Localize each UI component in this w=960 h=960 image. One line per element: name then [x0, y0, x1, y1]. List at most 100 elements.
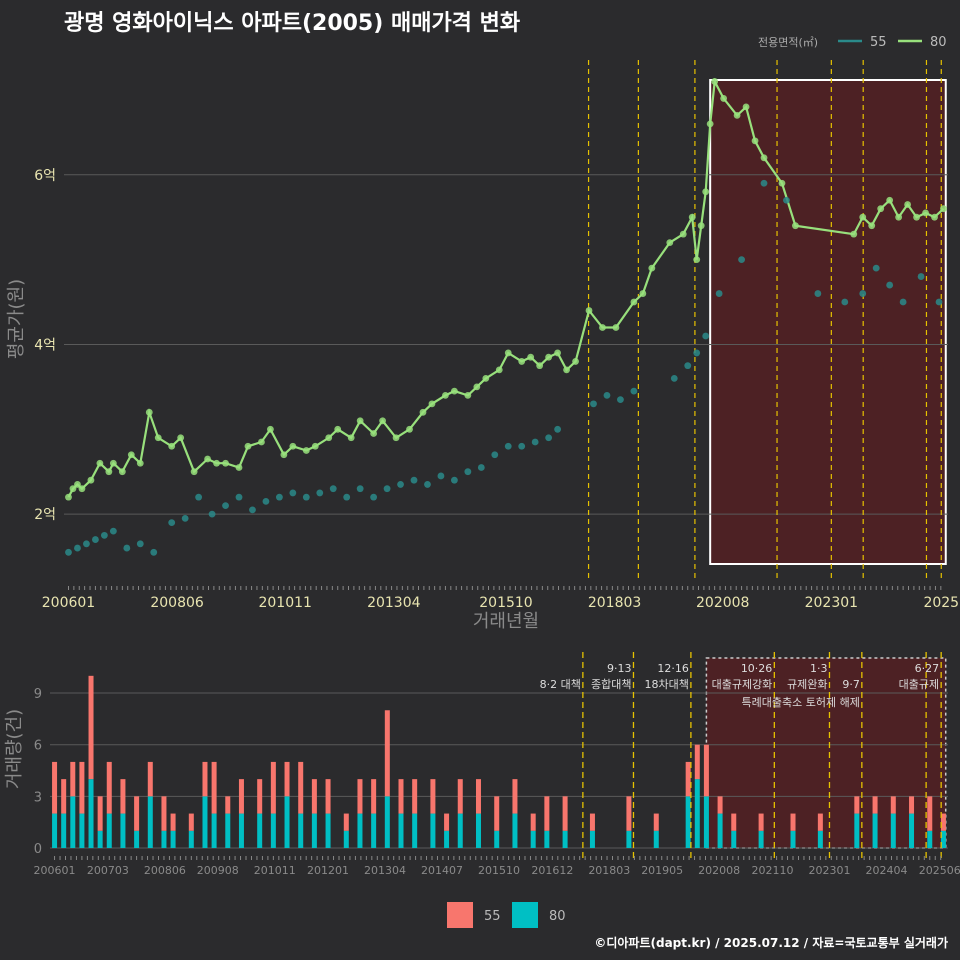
volume-bar-80 [412, 813, 418, 848]
data-point-80 [154, 434, 162, 442]
volume-bar-55 [494, 796, 500, 831]
x-tick-label: 202008 [696, 595, 749, 611]
volume-x-tick-label: 201612 [531, 864, 573, 877]
data-point-55 [545, 434, 553, 442]
data-point-55 [760, 179, 768, 187]
data-point-80 [913, 213, 920, 221]
data-point-80 [504, 349, 512, 357]
volume-bar-55 [854, 796, 860, 814]
data-point-80 [69, 485, 77, 493]
volume-bar-55 [170, 813, 176, 831]
data-point-55 [814, 290, 822, 297]
top-legend: 전용면적(㎡) 55 80 [758, 35, 947, 50]
volume-bar-55 [134, 796, 140, 831]
data-point-80 [419, 408, 427, 416]
data-point-55 [222, 502, 229, 510]
data-point-55 [886, 281, 894, 289]
data-point-80 [302, 447, 310, 454]
data-point-55 [123, 544, 131, 552]
policy-event-label: 1·3 [810, 662, 828, 675]
bottom-legend-label-80: 80 [549, 909, 566, 924]
volume-bar-80 [225, 813, 231, 848]
volume-chart-panel: 0 3 6 9 8·2 대책 9·13 종합대책 12·16 18차대책 10·26 대출규제강화 1… [4, 652, 960, 877]
data-point-55 [195, 493, 203, 501]
volume-bar-80 [325, 813, 331, 848]
policy-event-label: 8·2 대책 [540, 678, 581, 691]
volume-bar-80 [512, 813, 518, 848]
volume-bar-55 [927, 796, 933, 831]
volume-x-tick-label: 200703 [87, 864, 129, 877]
volume-bar-55 [430, 779, 436, 814]
bottom-legend-swatch-80 [512, 902, 538, 928]
volume-bar-80 [494, 830, 500, 848]
volume-bar-80 [311, 813, 317, 848]
top-legend-label-55: 55 [870, 35, 887, 50]
data-point-55 [630, 387, 638, 395]
data-point-80 [612, 324, 620, 331]
volume-x-tick-label: 202008 [698, 864, 740, 877]
policy-event-label: 종합대책 [591, 678, 631, 691]
data-point-80 [190, 468, 198, 476]
volume-bar-55 [694, 744, 700, 780]
data-point-55 [370, 493, 378, 501]
volume-bar-55 [412, 779, 418, 814]
volume-bar-80 [694, 779, 700, 848]
volume-bar-80 [257, 813, 263, 848]
data-point-80 [235, 464, 243, 471]
volume-bar-55 [270, 761, 276, 814]
data-point-80 [370, 430, 378, 437]
volume-bar-80 [475, 813, 481, 848]
policy-event-label: 18차대책 [645, 678, 689, 691]
volume-x-tick-label: 201510 [478, 864, 520, 877]
data-point-80 [204, 455, 211, 463]
highlight-region [709, 79, 947, 565]
data-point-80 [356, 417, 364, 425]
volume-bar-80 [817, 830, 823, 848]
y-axis-title: 평균가(원) [6, 279, 27, 359]
policy-event-label: 대출규제강화 [712, 678, 773, 691]
data-point-55 [275, 493, 283, 501]
data-point-80 [868, 222, 876, 230]
volume-bar-80 [161, 830, 167, 848]
data-point-80 [392, 434, 400, 442]
volume-bar-55 [325, 779, 331, 814]
data-point-80 [554, 349, 562, 357]
data-point-80 [280, 451, 288, 459]
volume-bar-55 [343, 813, 349, 831]
data-point-80 [706, 120, 714, 128]
volume-bar-80 [562, 830, 568, 848]
data-point-55 [491, 451, 499, 459]
volume-bar-80 [97, 830, 103, 848]
data-point-80 [442, 391, 449, 399]
data-point-80 [648, 264, 656, 272]
volume-x-tick-label: 201407 [421, 864, 463, 877]
volume-x-tick-label: 202506 [919, 864, 960, 877]
volume-bar-80 [188, 830, 194, 848]
data-point-55 [693, 349, 701, 357]
x-tick-label: 201304 [367, 595, 421, 611]
volume-bar-55 [211, 761, 217, 814]
volume-bar-55 [589, 813, 595, 831]
data-point-55 [208, 510, 216, 518]
volume-bar-55 [79, 761, 85, 814]
data-point-55 [150, 548, 158, 556]
volume-bar-80 [544, 830, 550, 848]
data-point-80 [65, 493, 72, 501]
data-point-55 [136, 540, 144, 548]
data-point-55 [617, 396, 624, 403]
data-point-80 [213, 459, 220, 467]
volume-bar-55 [790, 813, 796, 831]
data-point-55 [917, 273, 925, 280]
data-point-80 [334, 425, 342, 433]
volume-x-tick-label: 201803 [588, 864, 630, 877]
top-legend-title: 전용면적(㎡) [758, 36, 818, 49]
volume-bar-80 [70, 796, 76, 848]
data-point-80 [697, 222, 705, 230]
x-tick-label: 202301 [805, 595, 858, 611]
volume-bar-55 [872, 796, 878, 814]
x-tick-label: 201803 [588, 595, 641, 611]
data-point-80 [347, 434, 355, 442]
x-tick-label: 201011 [258, 595, 311, 611]
x-tick-label: 200601 [42, 595, 95, 611]
volume-x-tick-label: 200806 [144, 864, 186, 877]
